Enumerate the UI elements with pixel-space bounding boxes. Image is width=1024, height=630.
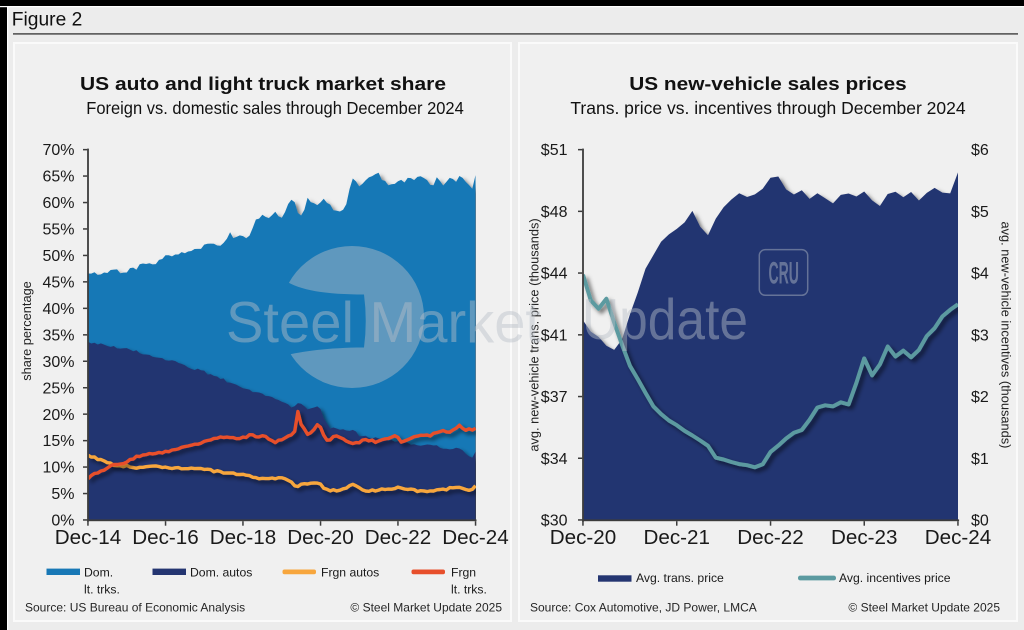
svg-text:$6: $6 xyxy=(971,142,989,159)
svg-text:20%: 20% xyxy=(42,407,74,424)
svg-text:Steel Market: Steel Market xyxy=(226,291,541,355)
svg-text:$51: $51 xyxy=(541,142,568,159)
svg-text:60%: 60% xyxy=(42,195,74,212)
svg-text:Avg. incentives price: Avg. incentives price xyxy=(839,571,951,585)
svg-text:$0: $0 xyxy=(971,513,989,530)
svg-text:Dom. autos: Dom. autos xyxy=(190,566,252,580)
svg-text:Figure 2: Figure 2 xyxy=(12,9,83,31)
svg-text:0%: 0% xyxy=(51,513,74,530)
svg-text:$4: $4 xyxy=(971,266,989,283)
svg-text:15%: 15% xyxy=(42,433,74,450)
svg-text:CRU: CRU xyxy=(768,255,799,291)
svg-text:$41: $41 xyxy=(541,327,568,344)
svg-text:$37: $37 xyxy=(541,389,568,406)
svg-text:lt. trks.: lt. trks. xyxy=(84,583,120,597)
svg-text:$48: $48 xyxy=(541,204,568,221)
svg-text:$2: $2 xyxy=(971,389,989,406)
svg-text:© Steel Market Update 2025: © Steel Market Update 2025 xyxy=(350,601,502,615)
svg-text:Update: Update xyxy=(582,288,748,352)
svg-text:Dec-14: Dec-14 xyxy=(55,527,122,549)
svg-text:Dec-20: Dec-20 xyxy=(550,527,617,549)
svg-text:70%: 70% xyxy=(42,142,74,159)
svg-text:35%: 35% xyxy=(42,327,74,344)
svg-text:Dec-21: Dec-21 xyxy=(644,527,711,549)
svg-text:Trans. price vs. incentives th: Trans. price vs. incentives through Dece… xyxy=(570,98,966,118)
svg-text:$34: $34 xyxy=(541,451,568,468)
svg-text:Avg. trans. price: Avg. trans. price xyxy=(636,571,724,585)
svg-text:30%: 30% xyxy=(42,354,74,371)
svg-text:45%: 45% xyxy=(42,274,74,291)
svg-text:$3: $3 xyxy=(971,327,989,344)
svg-text:Dec-24: Dec-24 xyxy=(925,527,992,549)
svg-text:Dec-22: Dec-22 xyxy=(737,527,804,549)
svg-text:$5: $5 xyxy=(971,204,989,221)
svg-text:Dec-16: Dec-16 xyxy=(132,527,199,549)
svg-text:US new-vehicle sales prices: US new-vehicle sales prices xyxy=(629,73,907,94)
svg-text:65%: 65% xyxy=(42,169,74,186)
svg-text:$30: $30 xyxy=(541,513,568,530)
svg-text:Frgn autos: Frgn autos xyxy=(321,566,379,580)
svg-text:Dec-18: Dec-18 xyxy=(210,527,277,549)
svg-text:55%: 55% xyxy=(42,222,74,239)
svg-text:Dec-23: Dec-23 xyxy=(831,527,898,549)
svg-text:40%: 40% xyxy=(42,301,74,318)
svg-text:Source: Cox Automotive, JD Pow: Source: Cox Automotive, JD Power, LMCA xyxy=(530,601,757,615)
svg-text:Source: US Bureau of Economic: Source: US Bureau of Economic Analysis xyxy=(25,601,245,615)
svg-text:lt. trks.: lt. trks. xyxy=(451,583,487,597)
svg-text:$44: $44 xyxy=(541,266,568,283)
svg-text:10%: 10% xyxy=(42,460,74,477)
svg-text:25%: 25% xyxy=(42,380,74,397)
svg-text:Foreign vs. domestic sales thr: Foreign vs. domestic sales through Decem… xyxy=(86,98,464,118)
svg-text:Dec-24: Dec-24 xyxy=(442,527,509,549)
svg-text:© Steel Market Update 2025: © Steel Market Update 2025 xyxy=(848,601,1000,615)
svg-text:Dom.: Dom. xyxy=(84,566,113,580)
svg-text:Frgn: Frgn xyxy=(451,566,476,580)
svg-text:share percentage: share percentage xyxy=(19,281,34,381)
svg-text:5%: 5% xyxy=(51,486,74,503)
svg-text:US auto and light truck market: US auto and light truck market share xyxy=(80,73,446,94)
svg-text:avg. new-vehicle trans. price: avg. new-vehicle trans. price (thousands… xyxy=(527,218,542,451)
svg-text:Dec-22: Dec-22 xyxy=(365,527,432,549)
svg-text:avg. new-vehicle incentives (t: avg. new-vehicle incentives (thousands) xyxy=(999,222,1014,449)
svg-text:50%: 50% xyxy=(42,248,74,265)
svg-text:Dec-20: Dec-20 xyxy=(287,527,354,549)
svg-text:$1: $1 xyxy=(971,451,989,468)
